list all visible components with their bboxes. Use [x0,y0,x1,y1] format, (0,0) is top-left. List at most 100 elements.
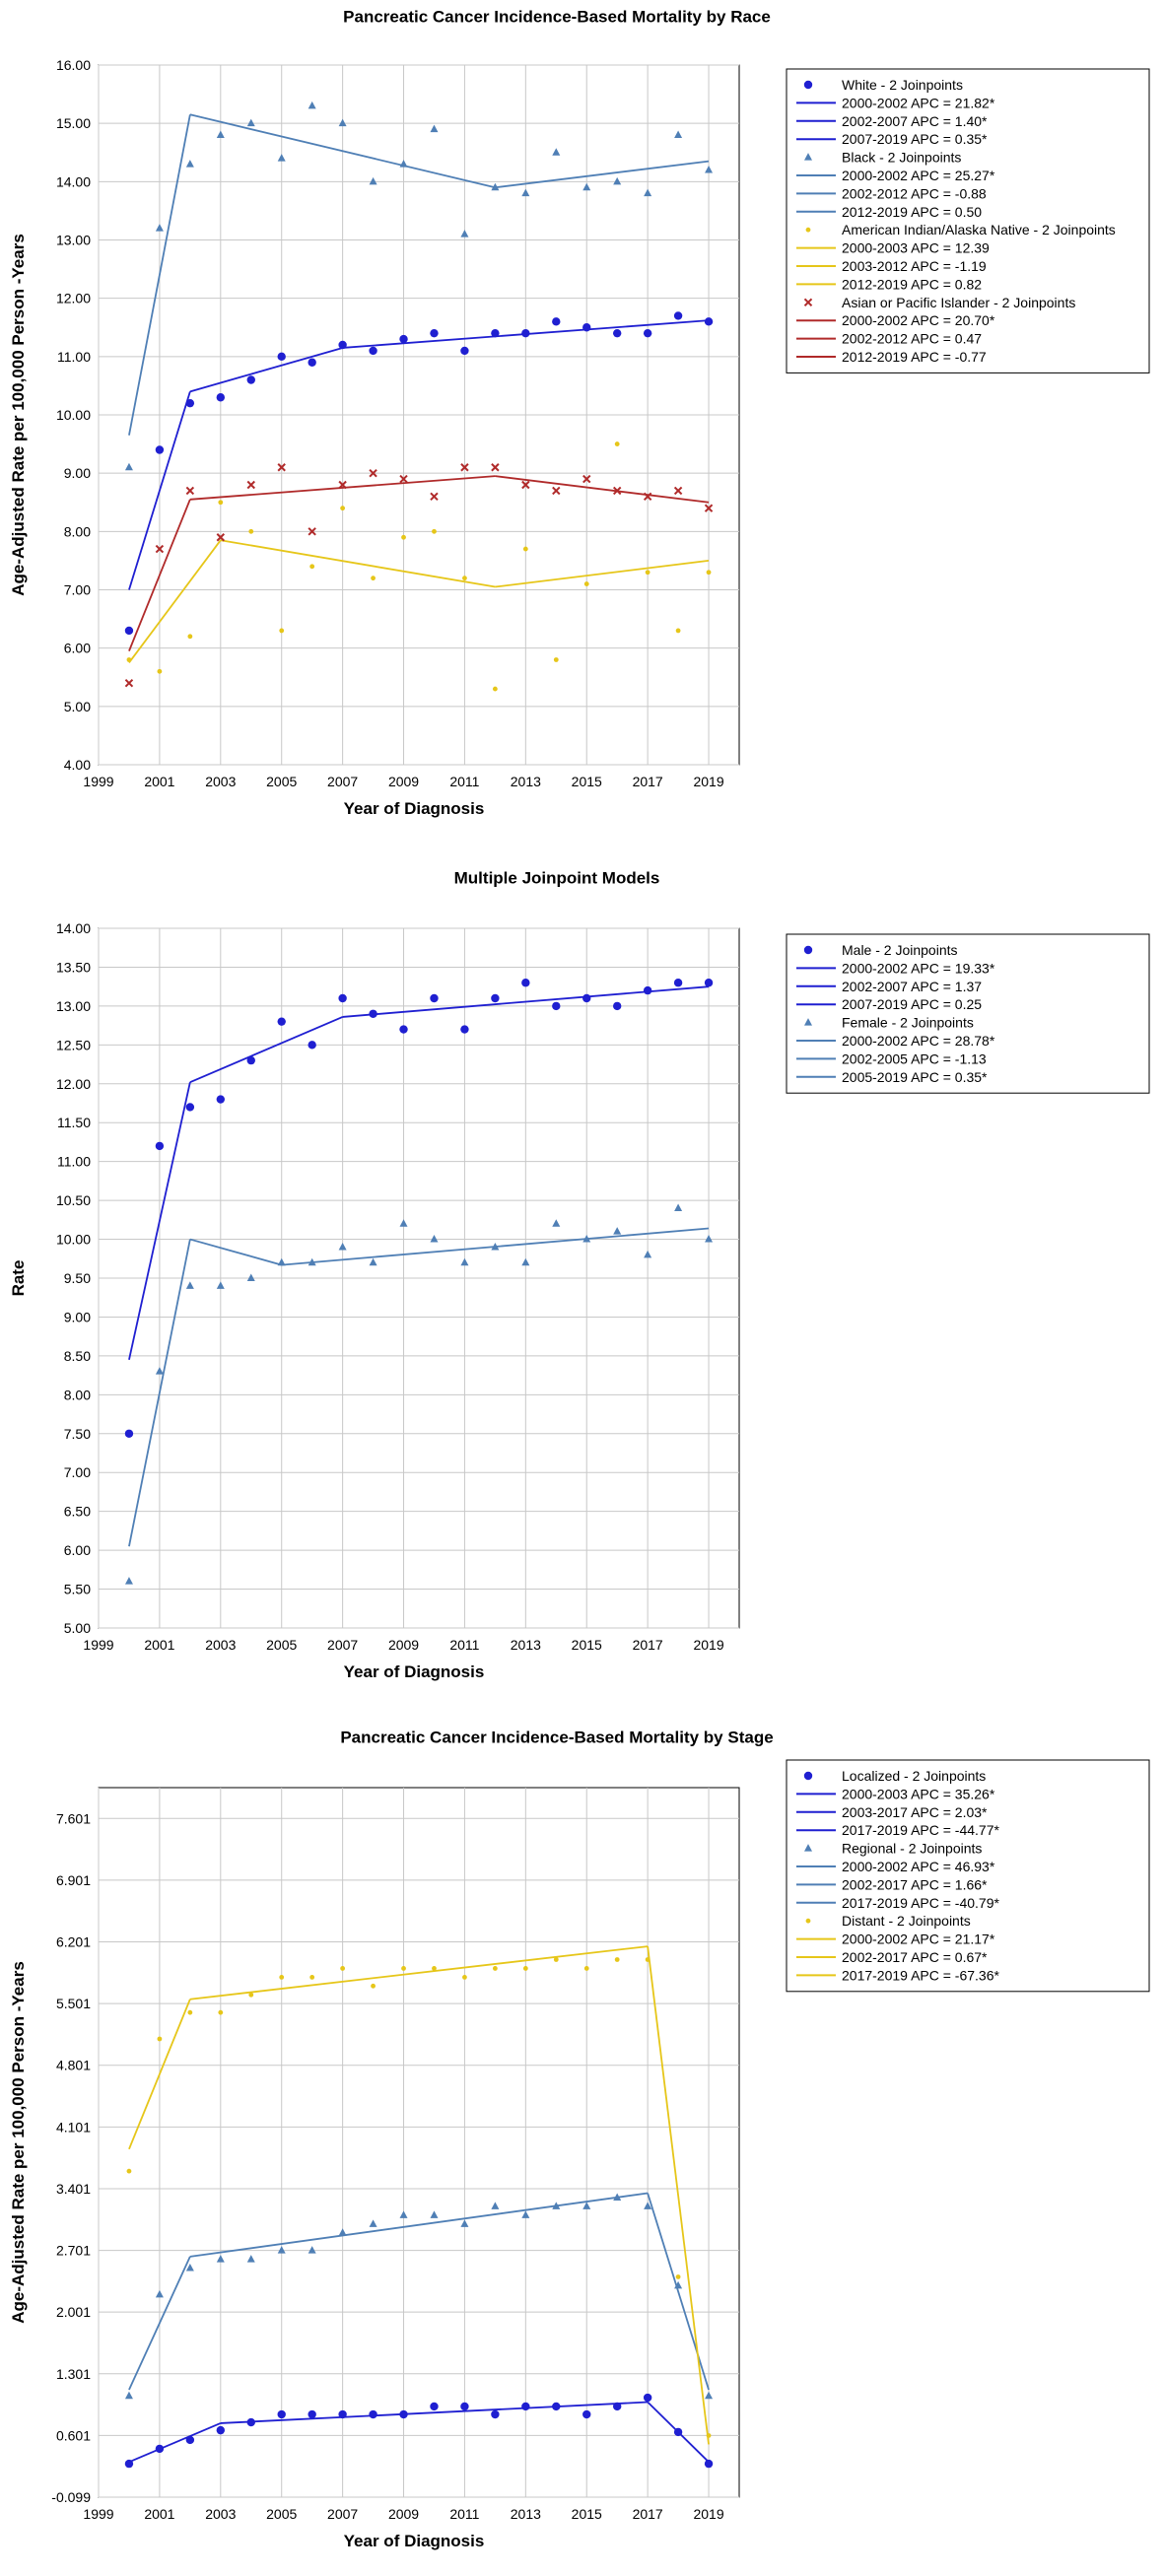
data-point [399,2210,408,2218]
data-point [643,985,652,995]
data-point [704,2459,714,2469]
data-point [643,492,652,502]
data-point [124,1577,133,1585]
data-point [553,1957,559,1962]
data-point [673,2427,683,2437]
y-tick-label: 6.00 [64,641,91,656]
plot-area [98,1787,740,2498]
y-axis-label: Age-Adjusted Rate per 100,000 Person -Ye… [9,1961,28,2324]
legend-segment-label: 2002-2012 APC = 0.47 [842,331,982,347]
data-point [644,1250,652,1258]
x-tick-label: 2007 [327,2506,358,2522]
legend: White - 2 Joinpoints 2000-2002 APC = 21.8… [786,68,1150,373]
legend-series-name: Distant - 2 Joinpoints [842,1913,971,1929]
x-tick-label: 2005 [266,774,297,789]
data-point [460,2402,469,2411]
legend-segment-label: 2000-2002 APC = 25.27* [842,168,995,183]
data-point [155,1367,164,1375]
y-tick-label: 7.00 [64,582,91,598]
data-point [338,993,347,1003]
data-point [582,323,591,332]
legend-segment-label: 2000-2003 APC = 12.39 [842,240,990,256]
y-tick-label: 5.50 [64,1582,91,1597]
trend-segment [189,475,496,501]
y-tick-label: 1.301 [56,2366,91,2382]
data-point [430,2402,439,2411]
chart-stage: Pancreatic Cancer Incidence-Based Mortal… [9,1728,1150,2550]
data-point [460,463,469,472]
data-point [371,1983,376,1989]
data-point [430,993,439,1003]
data-point [399,474,408,484]
x-tick-label: 2003 [205,1637,236,1653]
data-point [308,101,316,109]
legend-segment-label: 2002-2012 APC = -0.88 [842,185,987,201]
data-point [216,533,226,542]
series-2 [126,1945,712,2445]
trend-segment [128,499,191,651]
x-tick-label: 2001 [144,774,174,789]
x-tick-label: 2009 [388,1637,419,1653]
series-0 [124,311,714,636]
legend-segment-label: 2000-2002 APC = 20.70* [842,312,995,328]
trend-segment [128,2256,191,2391]
trend-segment [128,539,222,663]
data-point [706,570,712,576]
data-point [185,160,194,168]
data-point [185,1281,194,1289]
data-point [673,486,683,496]
y-tick-label: 5.00 [64,699,91,714]
data-point [462,576,467,581]
y-tick-label: -0.099 [51,2489,91,2505]
data-point [277,1017,286,1026]
x-tick-label: 2017 [633,774,663,789]
data-point [644,2202,652,2209]
data-point [155,2289,164,2298]
data-point [675,628,681,634]
trend-segment [189,347,343,393]
data-point [369,468,377,478]
data-point [246,118,255,127]
data-point [552,486,561,496]
legend-marker [803,945,813,955]
y-tick-label: 8.00 [64,523,91,539]
data-point [369,2409,377,2419]
data-point [216,2255,225,2263]
legend-segment-label: 2002-2017 APC = 0.67* [842,1949,988,1965]
x-tick-label: 2011 [449,1637,479,1653]
trend-segment [220,539,496,588]
data-point [612,486,622,496]
data-point [552,2402,561,2411]
data-point [582,182,591,191]
legend-box [786,1759,1150,1993]
series-0 [124,979,714,1438]
data-point [582,1235,591,1243]
data-point [246,2255,255,2263]
data-point [613,2193,622,2201]
data-point [401,534,406,540]
x-axis-label: Year of Diagnosis [344,1662,485,1681]
y-tick-label: 0.601 [56,2427,91,2443]
data-point [277,352,286,362]
data-point [705,166,714,173]
y-tick-label: 6.901 [56,1872,91,1888]
trend-segment [189,1238,282,1266]
y-tick-label: 4.00 [64,757,91,773]
y-tick-label: 6.50 [64,1504,91,1520]
data-point [644,188,652,197]
y-tick-label: 5.501 [56,1996,91,2011]
data-point [491,182,500,191]
data-point [582,474,591,484]
x-tick-label: 2015 [572,774,602,789]
x-tick-label: 2009 [388,774,419,789]
data-point [124,1429,134,1438]
legend-segment-label: 2012-2019 APC = 0.82 [842,276,982,292]
chart-title: Pancreatic Cancer Incidence-Based Mortal… [343,7,771,26]
y-tick-label: 12.00 [56,1076,91,1092]
chart-panel-sex: Multiple Joinpoint Models 5.00 5.50 6.00 6.5… [0,859,1164,1709]
x-tick-label: 2001 [144,1637,174,1653]
legend-segment-label: 2005-2019 APC = 0.35* [842,1069,988,1085]
data-point [491,1242,500,1251]
legend-segment-label: 2003-2012 APC = -1.19 [842,258,987,274]
data-point [155,445,165,454]
